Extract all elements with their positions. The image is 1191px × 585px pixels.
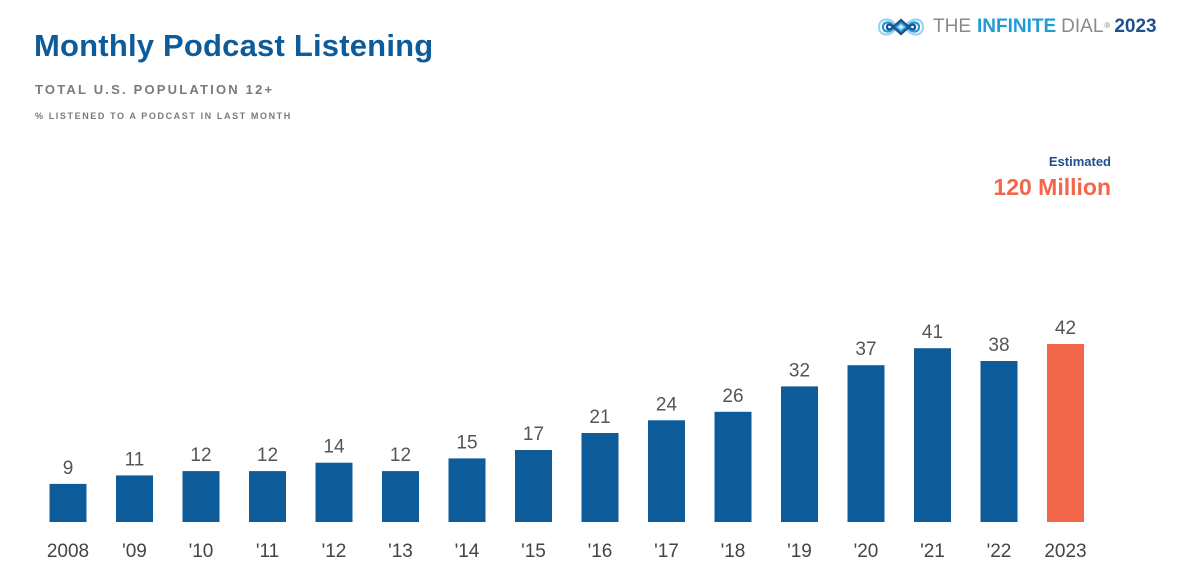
data-label-11: 32 bbox=[789, 360, 810, 381]
data-label-2: 12 bbox=[190, 445, 211, 466]
x-tick-label-8: '16 bbox=[588, 541, 613, 562]
data-label-3: 12 bbox=[257, 445, 278, 466]
data-label-4: 14 bbox=[323, 437, 345, 458]
bar-7 bbox=[515, 450, 552, 522]
bar-15 bbox=[1047, 344, 1084, 522]
data-label-8: 21 bbox=[589, 407, 610, 428]
x-tick-label-7: '15 bbox=[521, 541, 546, 562]
data-label-13: 41 bbox=[922, 322, 943, 343]
chart-subtitle: TOTAL U.S. POPULATION 12+ bbox=[35, 82, 275, 97]
bar-2 bbox=[182, 471, 220, 522]
bar-12 bbox=[847, 365, 885, 522]
bar-14 bbox=[980, 361, 1018, 522]
bar-3 bbox=[249, 471, 286, 522]
bar-11 bbox=[781, 386, 818, 522]
data-label-14: 38 bbox=[988, 335, 1009, 356]
brand-dial: DIAL bbox=[1061, 16, 1104, 37]
brand-the: THE bbox=[933, 16, 971, 37]
bar-4 bbox=[315, 462, 353, 522]
brand-registered: ® bbox=[1104, 20, 1111, 30]
data-label-0: 9 bbox=[63, 458, 74, 479]
estimate-label: Estimated bbox=[1048, 154, 1111, 169]
x-tick-label-13: '21 bbox=[920, 541, 945, 562]
x-tick-label-10: '18 bbox=[721, 541, 746, 562]
data-label-9: 24 bbox=[656, 394, 678, 415]
infinity-logo-icon bbox=[877, 18, 925, 36]
x-tick-label-15: 2023 bbox=[1044, 541, 1086, 562]
x-tick-label-9: '17 bbox=[654, 541, 679, 562]
bar-13 bbox=[914, 348, 951, 522]
x-tick-label-12: '20 bbox=[854, 541, 879, 562]
brand-logo: THE INFINITE DIAL ® 2023 bbox=[875, 13, 1157, 41]
x-tick-label-5: '13 bbox=[388, 541, 413, 562]
x-tick-label-2: '10 bbox=[189, 541, 214, 562]
x-tick-label-3: '11 bbox=[256, 541, 279, 562]
bar-1 bbox=[116, 475, 153, 522]
x-tick-label-4: '12 bbox=[322, 541, 347, 562]
brand-year: 2023 bbox=[1114, 16, 1157, 37]
x-tick-label-11: '19 bbox=[787, 541, 812, 562]
x-tick-label-6: '14 bbox=[455, 541, 480, 562]
bar-10 bbox=[714, 411, 752, 522]
data-label-6: 15 bbox=[456, 432, 477, 453]
chart-title: Monthly Podcast Listening bbox=[34, 28, 434, 63]
data-label-10: 26 bbox=[722, 386, 743, 407]
x-tick-label-14: '22 bbox=[987, 541, 1012, 562]
x-tick-label-0: 2008 bbox=[47, 541, 89, 562]
data-label-5: 12 bbox=[390, 445, 411, 466]
data-label-7: 17 bbox=[523, 424, 544, 445]
data-label-1: 11 bbox=[125, 449, 145, 470]
x-tick-label-1: '09 bbox=[122, 541, 147, 562]
brand-infinite: INFINITE bbox=[977, 16, 1057, 37]
bar-6 bbox=[448, 458, 486, 522]
bar-9 bbox=[648, 420, 685, 522]
chart-note: % LISTENED TO A PODCAST IN LAST MONTH bbox=[35, 111, 292, 121]
bar-0 bbox=[49, 483, 87, 522]
bar-5 bbox=[382, 471, 419, 522]
bar-8 bbox=[581, 433, 619, 522]
estimate-value: 120 Million bbox=[993, 174, 1111, 200]
data-label-15: 42 bbox=[1055, 318, 1076, 339]
data-label-12: 37 bbox=[855, 339, 876, 360]
